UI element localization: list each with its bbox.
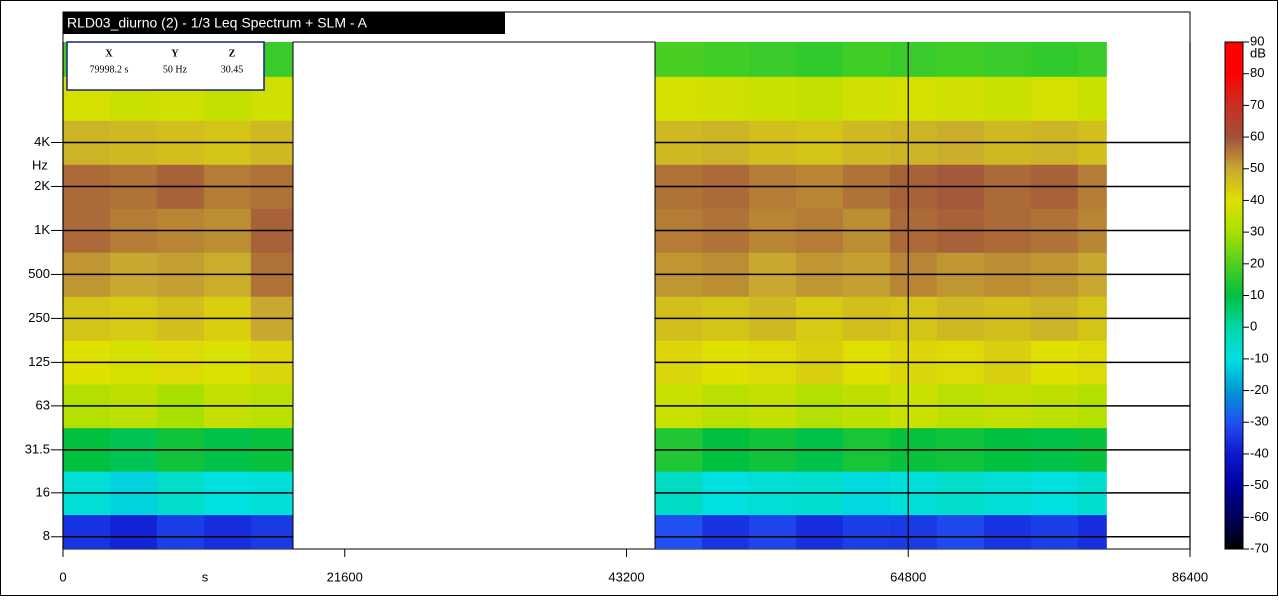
colorbar-tick-label: 40 bbox=[1250, 192, 1264, 207]
y-tick-label: 31.5 bbox=[25, 441, 50, 456]
heatmap-cell bbox=[889, 514, 938, 549]
colorbar-tick-label: 80 bbox=[1250, 65, 1264, 80]
readout: X Y Z 79998.2 s 50 Hz 30.45 bbox=[66, 41, 265, 91]
y-tick-label: 8 bbox=[43, 528, 50, 543]
gap-box bbox=[292, 41, 656, 550]
colorbar-tick-label: -30 bbox=[1250, 414, 1269, 429]
x-axis-label: s bbox=[202, 569, 209, 584]
heatmap-cell bbox=[1030, 76, 1079, 121]
colorbar-tick-label: -60 bbox=[1250, 509, 1269, 524]
heatmap-cell bbox=[203, 514, 252, 549]
colorbar-tick-label: 0 bbox=[1250, 319, 1257, 334]
colorbar-tick-label: -70 bbox=[1250, 540, 1269, 555]
heatmap-cell bbox=[843, 76, 891, 121]
heatmap-cell bbox=[1077, 42, 1107, 77]
readout-value: 30.45 bbox=[221, 64, 244, 75]
heatmap-cell bbox=[796, 514, 844, 549]
colorbar-tick-label: 50 bbox=[1250, 160, 1264, 175]
y-tick-label: 250 bbox=[28, 310, 50, 325]
readout-header: Y bbox=[171, 48, 179, 59]
y-tick-label: 63 bbox=[36, 397, 50, 412]
x-tick-label: 86400 bbox=[1172, 569, 1208, 584]
colorbar-label: dB bbox=[1250, 45, 1266, 60]
heatmap-cell bbox=[1077, 76, 1107, 121]
heatmap-cell bbox=[796, 76, 844, 121]
readout-header: X bbox=[105, 48, 113, 59]
y-tick-label: 4K bbox=[34, 134, 50, 149]
heatmap-cell bbox=[63, 514, 111, 549]
heatmap-cell bbox=[702, 76, 750, 121]
heatmap-cell bbox=[983, 514, 1032, 549]
heatmap-cell bbox=[702, 514, 750, 549]
y-axis-label: Hz bbox=[32, 157, 48, 172]
heatmap-cell bbox=[1030, 42, 1079, 77]
heatmap-cell bbox=[889, 76, 938, 121]
heatmap-cell bbox=[156, 514, 205, 549]
heatmap-cell bbox=[1077, 514, 1107, 549]
colorbar-tick-label: 10 bbox=[1250, 287, 1264, 302]
colorbar-tick-label: 30 bbox=[1250, 224, 1264, 239]
heatmap-cell bbox=[983, 76, 1032, 121]
heatmap-cell bbox=[655, 514, 703, 549]
readout-header: Z bbox=[229, 48, 236, 59]
heatmap-cell bbox=[936, 76, 985, 121]
colorbar-tick-label: -10 bbox=[1250, 350, 1269, 365]
y-tick-label: 125 bbox=[28, 354, 50, 369]
heatmap-cell bbox=[843, 514, 891, 549]
heatmap-cell bbox=[843, 42, 891, 77]
heatmap-cell bbox=[1030, 514, 1079, 549]
x-tick-label: 0 bbox=[59, 569, 66, 584]
heatmap-cell bbox=[749, 514, 797, 549]
heatmap-cell bbox=[983, 42, 1032, 77]
x-tick-label: 43200 bbox=[608, 569, 644, 584]
colorbar-tick-label: 20 bbox=[1250, 255, 1264, 270]
heatmap-cell bbox=[250, 514, 293, 549]
heatmap-cell bbox=[749, 42, 797, 77]
heatmap-cell bbox=[749, 76, 797, 121]
readout-value: 79998.2 s bbox=[90, 64, 129, 75]
heatmap-cell bbox=[796, 42, 844, 77]
colorbar-tick-label: -40 bbox=[1250, 445, 1269, 460]
y-tick-label: 2K bbox=[34, 178, 50, 193]
colorbar-tick-label: -20 bbox=[1250, 382, 1269, 397]
y-tick-label: 500 bbox=[28, 266, 50, 281]
heatmap-cell bbox=[936, 42, 985, 77]
y-tick-label: 16 bbox=[36, 484, 50, 499]
heatmap-cell bbox=[936, 514, 985, 549]
readout-box bbox=[66, 41, 265, 91]
readout-value: 50 Hz bbox=[163, 64, 188, 75]
heatmap-cell bbox=[702, 42, 750, 77]
heatmap-cell bbox=[889, 42, 938, 77]
colorbar-tick-label: 60 bbox=[1250, 129, 1264, 144]
heatmap-cell bbox=[655, 42, 703, 77]
heatmap-cell bbox=[655, 76, 703, 121]
window-title: RLD03_diurno (2) - 1/3 Leq Spectrum + SL… bbox=[67, 15, 368, 31]
title-box bbox=[63, 12, 505, 34]
colorbar-tick-label: -50 bbox=[1250, 477, 1269, 492]
x-tick-label: 21600 bbox=[327, 569, 363, 584]
colorbar bbox=[1224, 41, 1244, 550]
colorbar-tick-label: 70 bbox=[1250, 97, 1264, 112]
y-tick-label: 1K bbox=[34, 222, 50, 237]
x-tick-label: 64800 bbox=[890, 569, 926, 584]
heatmap-cell bbox=[109, 514, 158, 549]
colorbar-tick-label: 90 bbox=[1250, 33, 1264, 48]
